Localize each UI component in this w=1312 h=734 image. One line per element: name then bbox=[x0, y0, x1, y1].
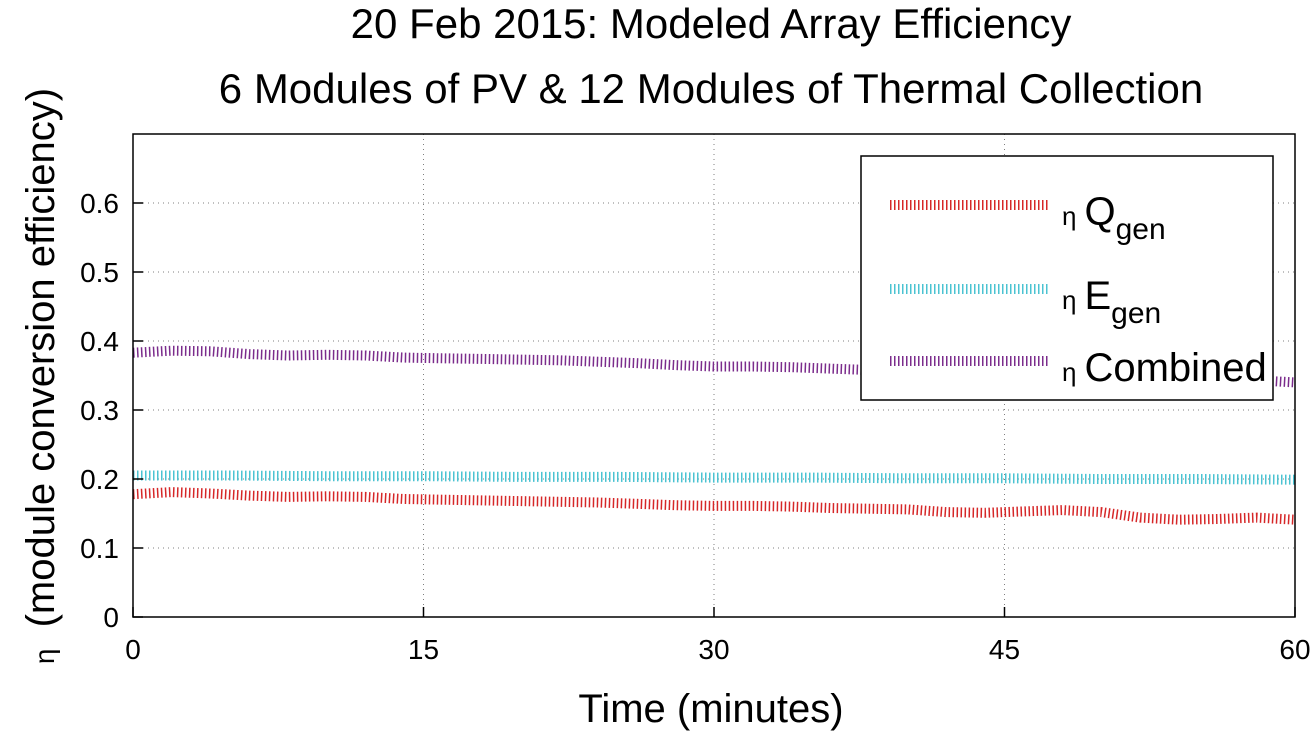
x-tick-label: 45 bbox=[989, 634, 1020, 665]
series-line-0 bbox=[132, 487, 1296, 525]
legend-label-0: η Qgen bbox=[1062, 190, 1166, 246]
series-line-1 bbox=[133, 470, 1296, 485]
y-tick-label: 0.2 bbox=[80, 464, 119, 495]
chart-title-line-1: 20 Feb 2015: Modeled Array Efficiency bbox=[351, 0, 1072, 47]
svg-text:η (module conversion eff: η (module conversion efficiency) bbox=[19, 88, 63, 664]
y-tick-label: 0.5 bbox=[80, 257, 119, 288]
y-axis-label-text: (module conversion efficiency) bbox=[19, 88, 63, 628]
y-axis-eta-symbol: η bbox=[29, 649, 60, 665]
legend-label-1: η Egen bbox=[1062, 274, 1161, 330]
legend: η Qgen η Egen η Combined bbox=[860, 155, 1274, 401]
y-tick-label: 0.1 bbox=[80, 533, 119, 564]
y-tick-label: 0 bbox=[103, 602, 119, 633]
chart-title-line-2: 6 Modules of PV & 12 Modules of Thermal … bbox=[219, 65, 1203, 112]
x-tick-label: 15 bbox=[408, 634, 439, 665]
x-tick-label: 60 bbox=[1279, 634, 1310, 665]
y-tick-label: 0.4 bbox=[80, 326, 119, 357]
legend-box bbox=[860, 155, 1274, 401]
x-tick-label: 0 bbox=[125, 634, 141, 665]
axis-ticks: 0 15 30 45 60 0 0.1 0.2 0.3 0.4 0.5 0.6 bbox=[80, 188, 1311, 665]
x-axis-label: Time (minutes) bbox=[578, 687, 843, 731]
x-tick-label: 30 bbox=[698, 634, 729, 665]
y-axis-label: η (module conversion efficiency) bbox=[19, 88, 63, 664]
y-tick-label: 0.6 bbox=[80, 188, 119, 219]
legend-label-2: η Combined bbox=[1062, 346, 1267, 390]
y-tick-label: 0.3 bbox=[80, 395, 119, 426]
